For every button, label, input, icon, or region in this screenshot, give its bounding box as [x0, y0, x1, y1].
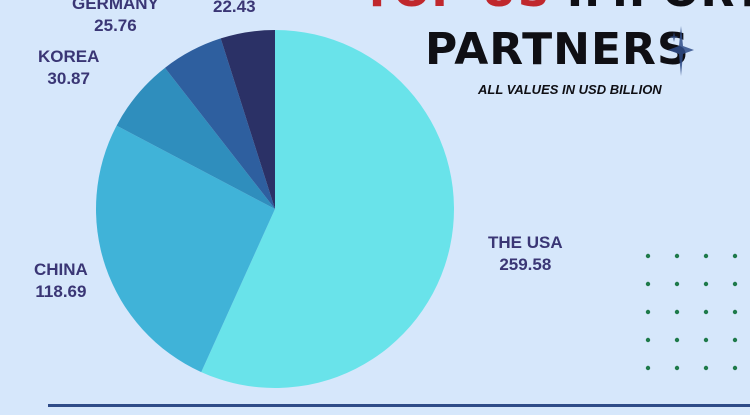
label-korea-value: 30.87	[47, 69, 90, 88]
label-china: CHINA 118.69	[34, 259, 88, 303]
label-china-name: CHINA	[34, 260, 88, 279]
label-the-usa-value: 259.58	[499, 255, 552, 274]
label-slice-5-value: 22.43	[213, 0, 256, 16]
label-slice-5: 22.43	[213, 0, 256, 18]
chart-title: TOP US IMPORT	[362, 0, 750, 18]
decorative-dot	[674, 337, 680, 343]
decorative-dot	[674, 253, 680, 259]
decorative-dot	[645, 365, 651, 371]
label-china-value: 118.69	[35, 282, 87, 301]
chart-subtitle: ALL VALUES IN USD BILLION	[478, 82, 662, 97]
pie-slice-slice-5	[220, 30, 275, 209]
decorative-dot	[703, 253, 709, 259]
label-germany-value: 25.76	[94, 16, 137, 35]
label-korea-name: KOREA	[38, 47, 100, 66]
pie-slice-korea	[116, 67, 275, 210]
label-the-usa: THE USA 259.58	[488, 232, 563, 276]
decorative-dot	[703, 337, 709, 343]
label-korea: KOREA 30.87	[38, 46, 99, 90]
decorative-dot	[703, 281, 709, 287]
decorative-dot	[732, 281, 738, 287]
decorative-dot	[645, 281, 651, 287]
decorative-dot	[703, 309, 709, 315]
pie-slice-the-usa	[201, 30, 455, 389]
title-accent: TOP US	[362, 0, 550, 17]
decorative-dot	[645, 337, 651, 343]
bottom-divider	[48, 404, 750, 407]
decorative-dot-grid	[645, 253, 738, 371]
pie-slice-germany	[164, 38, 275, 210]
decorative-dot	[645, 253, 651, 259]
decorative-dot	[732, 337, 738, 343]
decorative-dot	[703, 365, 709, 371]
decorative-dot	[732, 309, 738, 315]
title-rest: IMPORT	[567, 0, 750, 17]
decorative-dot	[732, 253, 738, 259]
sparkle-icon	[668, 26, 694, 76]
chart-title-line2: PARTNERS	[425, 24, 690, 75]
pie-slice-china	[96, 125, 276, 373]
decorative-dot	[732, 365, 738, 371]
label-germany: GERMANY 25.76	[72, 0, 159, 37]
decorative-dot	[674, 281, 680, 287]
decorative-dot	[674, 309, 680, 315]
label-germany-name: GERMANY	[72, 0, 159, 13]
decorative-dot	[645, 309, 651, 315]
label-the-usa-name: THE USA	[488, 233, 563, 252]
decorative-dot	[674, 365, 680, 371]
